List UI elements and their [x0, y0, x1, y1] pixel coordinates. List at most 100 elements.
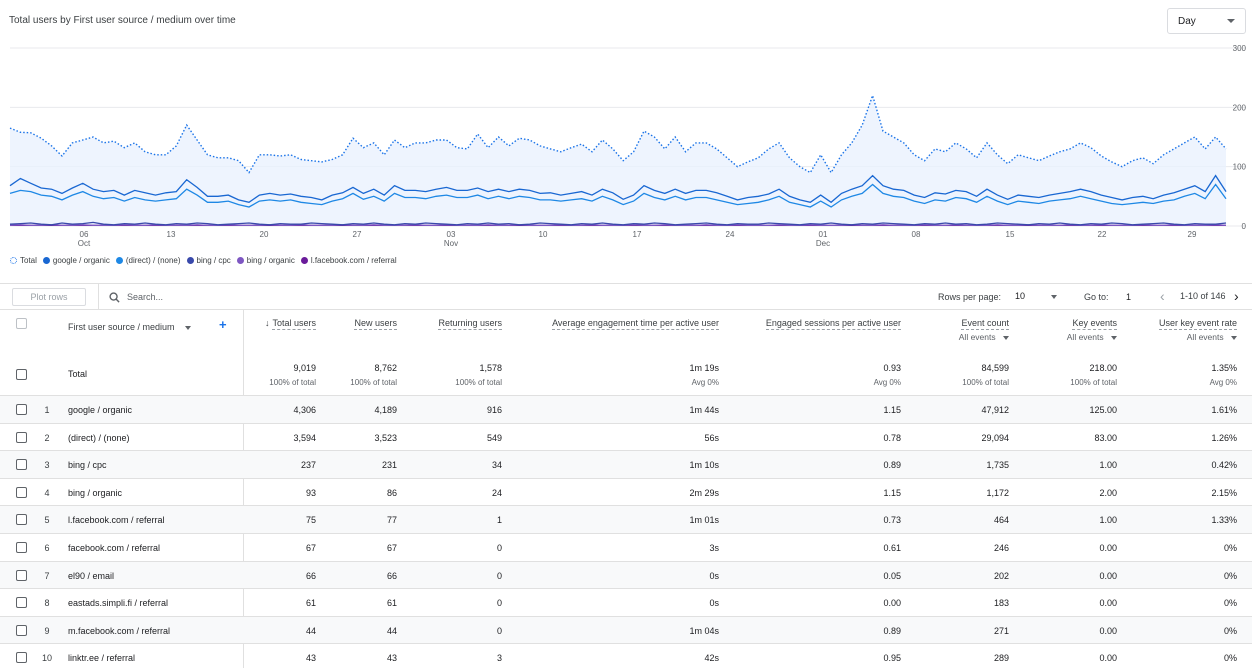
row-value: 66 [386, 570, 397, 581]
x-tick-month: Oct [78, 239, 91, 248]
table-row[interactable]: 6 facebook.com / referral 67 67 0 3s 0.61 246 0.… [0, 533, 1252, 561]
chevron-right-icon[interactable]: › [1234, 288, 1239, 304]
column-header-label: Total users [272, 318, 316, 330]
event-filter-label: All events [1066, 332, 1104, 342]
x-tick-month: Dec [816, 239, 830, 248]
event-filter[interactable]: All events [1127, 332, 1237, 342]
row-value: 0.00 [1099, 570, 1117, 581]
row-value: 0.00 [1099, 653, 1117, 664]
row-value: 1 [496, 515, 502, 526]
table-row[interactable]: 8 eastads.simpli.fi / referral 61 61 0 0s 0.00… [0, 588, 1252, 616]
x-tick-label: 22 [1098, 230, 1107, 239]
row-checkbox[interactable] [16, 597, 27, 609]
row-value: 0% [1223, 543, 1237, 553]
row-checkbox[interactable] [16, 624, 27, 636]
row-checkbox[interactable] [16, 459, 27, 471]
legend-item[interactable]: bing / cpc [186, 256, 231, 265]
row-value: 125.00 [1089, 405, 1117, 415]
row-value: 1,735 [986, 460, 1009, 471]
column-header[interactable]: Average engagement time per active user [519, 318, 719, 330]
row-value: 246 [993, 543, 1009, 553]
row-value: 0% [1223, 653, 1237, 664]
event-filter[interactable]: All events [1017, 332, 1117, 342]
legend-item[interactable]: l.facebook.com / referral [300, 256, 397, 265]
row-value: 0.73 [883, 515, 901, 526]
row-value: 44 [305, 625, 316, 636]
legend-item[interactable]: google / organic [42, 256, 110, 265]
total-checkbox[interactable] [16, 369, 27, 380]
table-row[interactable]: 5 l.facebook.com / referral 75 77 1 1m 01s 0.7… [0, 505, 1252, 533]
table-row[interactable]: 7 el90 / email 66 66 0 0s 0.05 202 0.00 0% [0, 560, 1252, 589]
total-subtext: 100% of total [350, 378, 397, 387]
row-dimension: el90 / email [68, 570, 115, 581]
table-row[interactable]: 10 linktr.ee / referral 43 43 3 42s 0.95 289 0.0… [0, 643, 1252, 668]
total-subtext: 100% of total [1070, 378, 1117, 387]
add-dimension-icon[interactable]: + [219, 317, 227, 332]
chevron-down-icon [1227, 19, 1235, 23]
row-value: 1m 10s [689, 460, 719, 471]
event-filter-label: All events [958, 332, 996, 342]
total-value: 1.35% [1211, 363, 1237, 373]
row-checkbox[interactable] [16, 652, 27, 664]
row-checkbox[interactable] [16, 486, 27, 498]
row-checkbox[interactable] [16, 569, 27, 581]
row-checkbox[interactable] [16, 431, 27, 443]
column-header[interactable]: User key event rate All events [1127, 318, 1237, 342]
column-header[interactable]: ↓ Total users [246, 318, 316, 330]
legend-item[interactable]: Total [10, 256, 37, 265]
goto-input[interactable]: 1 [1126, 292, 1132, 302]
total-subtext: 100% of total [455, 378, 502, 387]
column-header[interactable]: Returning users [412, 318, 502, 330]
row-value: 1.33% [1211, 515, 1237, 526]
series-line [9, 174, 1227, 204]
table-row[interactable]: 1 google / organic 4,306 4,189 916 1m 44s 1.15… [0, 395, 1252, 423]
legend-swatch-icon [236, 257, 244, 264]
table-row[interactable]: 9 m.facebook.com / referral 44 44 0 1m 04s 0.8… [0, 615, 1252, 644]
row-value: 67 [386, 543, 397, 553]
chart-title: Total users by First user source / mediu… [9, 15, 236, 26]
row-value: 0.05 [883, 570, 901, 581]
row-checkbox[interactable] [16, 514, 27, 526]
chevron-left-icon[interactable]: ‹ [1160, 288, 1165, 304]
row-checkbox[interactable] [16, 542, 27, 553]
chevron-down-icon [1111, 335, 1117, 340]
table-row[interactable]: 2 (direct) / (none) 3,594 3,523 549 56s 0.78 29… [0, 422, 1252, 451]
legend-item[interactable]: (direct) / (none) [115, 256, 181, 265]
x-tick-month: Nov [444, 239, 458, 248]
chevron-down-icon [1231, 335, 1237, 340]
row-value: 86 [386, 487, 397, 498]
column-header-label: Key events [1072, 318, 1117, 330]
row-index: 4 [44, 487, 50, 498]
plot-rows-button[interactable]: Plot rows [12, 288, 86, 306]
column-header[interactable]: New users [327, 318, 397, 330]
row-checkbox[interactable] [16, 404, 27, 415]
row-value: 3,594 [293, 432, 316, 443]
row-dimension: eastads.simpli.fi / referral [68, 598, 169, 609]
legend-item[interactable]: bing / organic [236, 256, 295, 265]
row-value: 1m 01s [689, 515, 719, 526]
search-input[interactable] [127, 292, 327, 302]
row-value: 44 [386, 625, 397, 636]
row-value: 2.15% [1211, 487, 1237, 498]
column-divider [243, 310, 244, 668]
granularity-select[interactable]: Day [1167, 8, 1246, 34]
header-checkbox[interactable] [16, 318, 27, 329]
total-value: 218.00 [1089, 363, 1117, 373]
chart-legend: Total google / organic (direct) / (none) bi… [10, 256, 397, 265]
dimension-header[interactable]: First user source / medium [68, 322, 192, 332]
table-row[interactable]: 4 bing / organic 93 86 24 2m 29s 1.15 1,172 2.00… [0, 477, 1252, 506]
row-index: 3 [44, 460, 50, 471]
column-header[interactable]: Event count All events [909, 318, 1009, 342]
column-header[interactable]: Key events All events [1017, 318, 1117, 342]
y-tick-label: 300 [1233, 44, 1247, 53]
row-value: 75 [305, 515, 316, 526]
table-row[interactable]: 3 bing / cpc 237 231 34 1m 10s 0.89 1,735 1.00 0.… [0, 450, 1252, 478]
event-filter[interactable]: All events [909, 332, 1009, 342]
x-tick-label: 01 [819, 230, 828, 239]
row-value: 0.00 [1099, 625, 1117, 636]
rows-per-page-select[interactable]: 10 [1015, 291, 1057, 301]
x-tick-label: 15 [1006, 230, 1015, 239]
x-tick-label: 29 [1188, 230, 1197, 239]
column-header-label: Event count [961, 318, 1009, 330]
column-header[interactable]: Engaged sessions per active user [741, 318, 901, 330]
